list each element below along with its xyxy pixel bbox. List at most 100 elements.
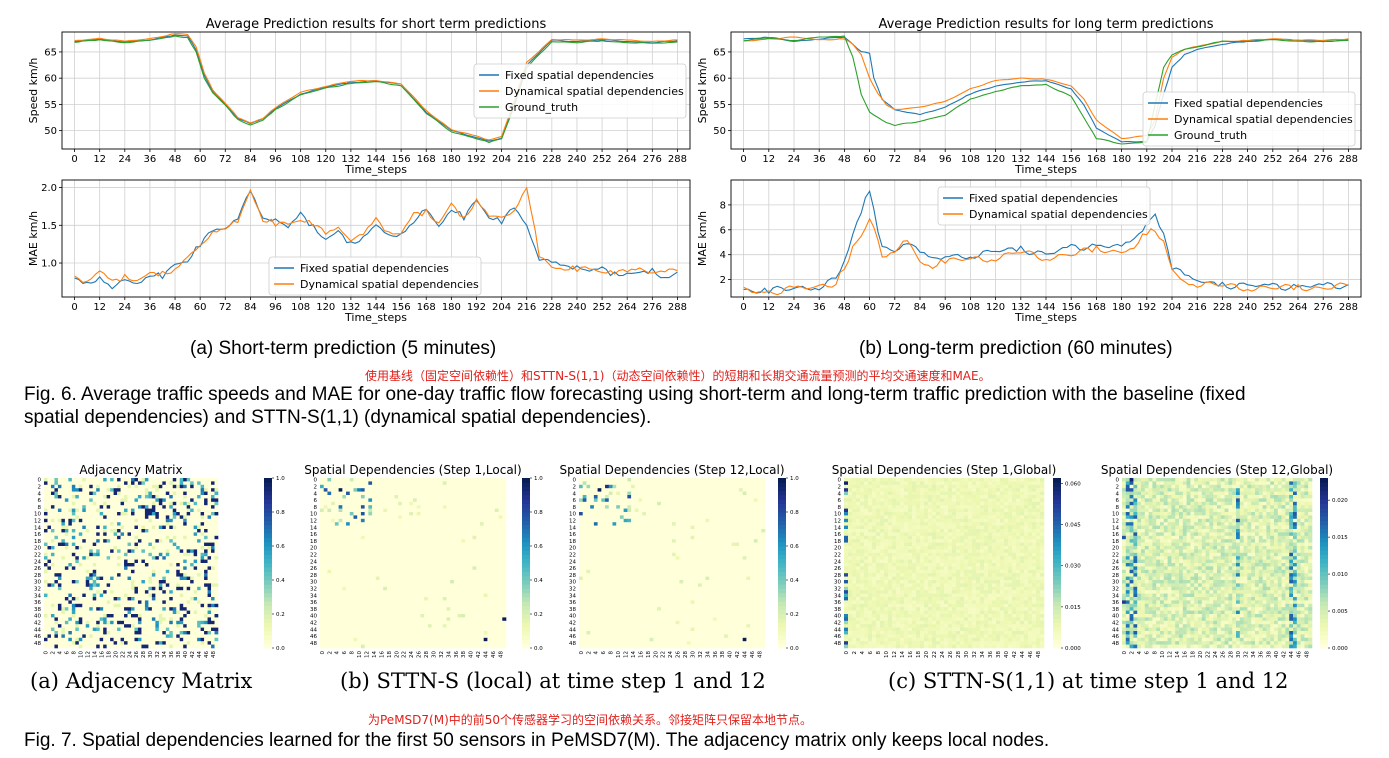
heatmap-cell xyxy=(78,620,83,625)
heatmap-cell xyxy=(204,586,208,591)
heatmap-cell xyxy=(99,583,104,588)
heatmap-cell xyxy=(375,515,380,520)
heatmap-cell xyxy=(491,535,496,540)
heatmap-cell xyxy=(398,491,403,496)
heatmap-cell xyxy=(427,488,432,492)
heatmap-cell xyxy=(162,590,167,594)
x-tick-label: 108 xyxy=(291,302,310,313)
heatmap-cell xyxy=(431,597,436,601)
heatmap-cell xyxy=(96,580,100,584)
heatmap-cell xyxy=(183,529,187,533)
heatmap-cell xyxy=(386,583,391,588)
heatmap-cell xyxy=(57,603,62,608)
heatmap-cell xyxy=(113,505,118,509)
heatmap-cell xyxy=(390,556,395,560)
x-tick-label: 144 xyxy=(366,154,385,165)
heatmap-cell xyxy=(193,501,198,506)
heatmap-cell xyxy=(89,542,94,547)
x-tick-label: 40 xyxy=(183,651,189,658)
heatmap-cell xyxy=(405,529,410,533)
heatmap-cell xyxy=(172,586,177,591)
heatmap-cell xyxy=(155,515,160,520)
heatmap-cell xyxy=(357,539,362,543)
heatmap-cell xyxy=(92,641,97,645)
heatmap-cell xyxy=(137,498,142,503)
heatmap-cell xyxy=(409,552,414,557)
heatmap-cell xyxy=(106,542,111,547)
heatmap-cell xyxy=(144,624,149,628)
heatmap-cell xyxy=(155,484,160,489)
heatmap-1: Spatial Dependencies (Step 1,Local)02468… xyxy=(304,463,543,658)
heatmap-cell xyxy=(186,484,191,489)
heatmap-cell xyxy=(390,593,395,598)
y-tick-label: 4 xyxy=(720,250,726,261)
heatmap-cell xyxy=(183,518,187,523)
heatmap-cell xyxy=(96,637,100,642)
heatmap-cell xyxy=(491,580,496,584)
heatmap-cell xyxy=(211,481,215,486)
heatmap-cell xyxy=(207,491,212,496)
heatmap-cell xyxy=(71,573,76,577)
heatmap-cell xyxy=(368,539,373,543)
heatmap-cell xyxy=(186,532,191,537)
heatmap-cell xyxy=(360,597,365,601)
heatmap-cell xyxy=(75,641,80,645)
heatmap-cell xyxy=(204,634,208,639)
heatmap-cell xyxy=(47,569,52,574)
heatmap-cell xyxy=(476,566,481,571)
heatmap-cell xyxy=(342,600,347,605)
heatmap-cell xyxy=(461,583,466,588)
heatmap-cell xyxy=(357,535,362,540)
heatmap-cell xyxy=(144,597,149,601)
heatmap-cell xyxy=(75,522,80,526)
heatmap-cell xyxy=(502,586,507,591)
heatmap-cell xyxy=(134,501,139,506)
heatmap-cell xyxy=(401,515,406,520)
heatmap-cell xyxy=(117,624,121,628)
heatmap-cell xyxy=(491,532,496,537)
heatmap-cell xyxy=(360,535,365,540)
heatmap-cell xyxy=(137,600,142,605)
heatmap-cell xyxy=(446,610,451,615)
heatmap-cell xyxy=(137,529,142,533)
heatmap-cell xyxy=(172,569,177,574)
heatmap-cell xyxy=(92,512,97,516)
heatmap-cell xyxy=(47,501,52,506)
heatmap-cell xyxy=(446,495,451,499)
heatmap-cell xyxy=(375,583,380,588)
heatmap-cell xyxy=(193,586,198,591)
heatmap-cell xyxy=(78,488,83,492)
heatmap-cell xyxy=(383,508,388,513)
heatmap-cell xyxy=(214,637,219,642)
heatmap-cell xyxy=(372,603,377,608)
heatmap-cell xyxy=(360,508,365,513)
heatmap-cell xyxy=(323,488,328,492)
heatmap-cell xyxy=(383,488,388,492)
heatmap-cell xyxy=(124,614,128,618)
heatmap-cell xyxy=(158,518,163,523)
heatmap-cell xyxy=(450,586,455,591)
heatmap-cell xyxy=(176,566,181,571)
heatmap-cell xyxy=(491,505,496,509)
heatmap-cell xyxy=(375,522,380,526)
heatmap-cell xyxy=(75,508,80,513)
heatmap-cell xyxy=(68,559,73,564)
heatmap-cell xyxy=(117,603,121,608)
heatmap-cell xyxy=(394,539,399,543)
heatmap-cell xyxy=(78,593,83,598)
heatmap-cell xyxy=(162,641,167,645)
colorbar-segment xyxy=(264,482,272,487)
heatmap-cell xyxy=(424,546,429,550)
y-axis-label: Speed km/h xyxy=(696,58,709,124)
heatmap-cell xyxy=(390,607,395,611)
heatmap-cell xyxy=(349,505,354,509)
heatmap-cell xyxy=(323,576,328,581)
heatmap-cell xyxy=(427,576,432,581)
heatmap-cell xyxy=(468,552,473,557)
heatmap-cell xyxy=(190,481,194,486)
heatmap-cell xyxy=(176,614,181,618)
heatmap-cell xyxy=(71,532,76,537)
heatmap-cell xyxy=(68,478,73,482)
heatmap-cell xyxy=(379,535,384,540)
chart-title: Average Prediction results for short ter… xyxy=(206,17,547,32)
